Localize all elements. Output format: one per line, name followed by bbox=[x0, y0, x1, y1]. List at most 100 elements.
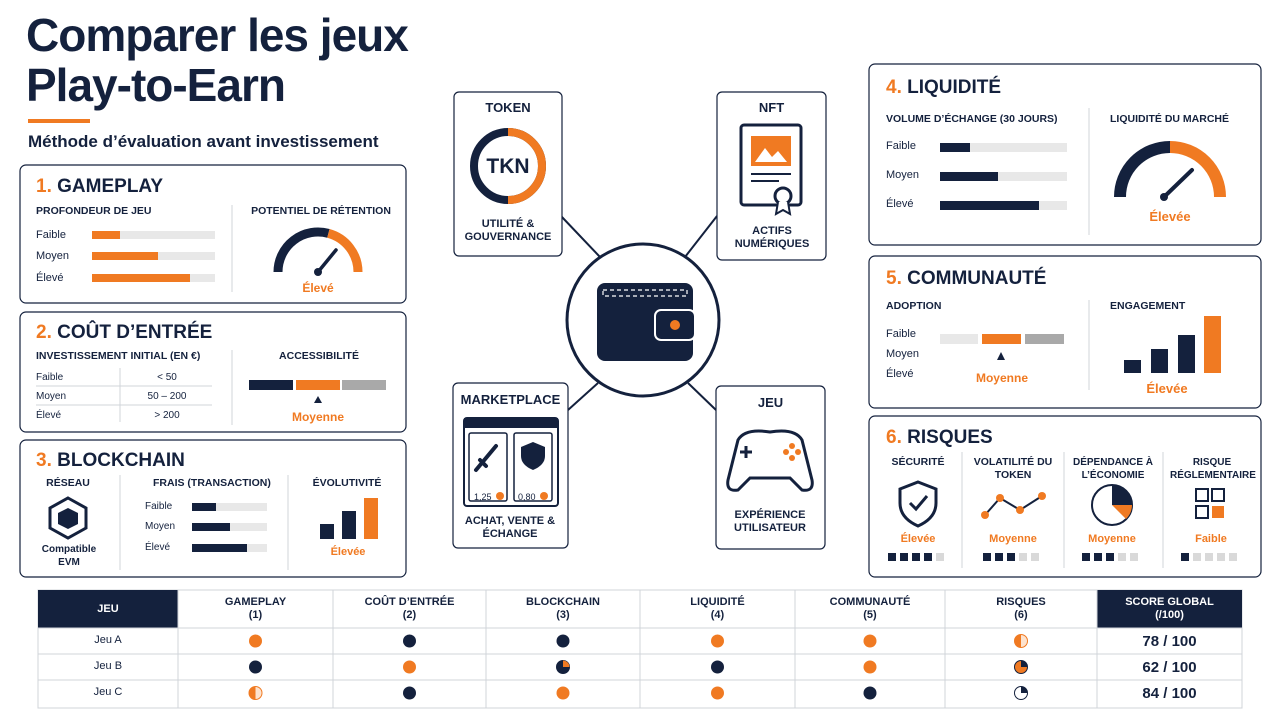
label: BLOCKCHAIN bbox=[57, 450, 185, 471]
circle bbox=[863, 634, 877, 648]
rating-square bbox=[1205, 553, 1213, 561]
t-div: 1. GAMEPLAY bbox=[36, 176, 163, 198]
nv-rect bbox=[940, 143, 970, 152]
rect bbox=[1195, 505, 1209, 519]
or-circle bbox=[789, 443, 795, 449]
global-score: 78 / 100 bbox=[1142, 633, 1197, 650]
rect bbox=[1195, 488, 1209, 502]
rating-dot bbox=[248, 686, 263, 700]
label: UTILITÉ & GOUVERNANCE bbox=[464, 218, 552, 243]
circle bbox=[863, 686, 877, 700]
path bbox=[1021, 660, 1028, 667]
label: 1,25 bbox=[474, 492, 492, 502]
column-header: COMMUNAUTÉ bbox=[829, 596, 911, 608]
column-header: RISQUES bbox=[996, 596, 1046, 608]
rating-square bbox=[1106, 553, 1114, 561]
rating-square bbox=[900, 553, 908, 561]
label: COMMUNAUTÉ bbox=[907, 268, 1047, 289]
path bbox=[507, 128, 546, 204]
nv-rect bbox=[342, 511, 356, 539]
rect bbox=[468, 432, 508, 502]
label: Moyen bbox=[886, 169, 920, 181]
g bbox=[888, 553, 1237, 561]
label: DÉPENDANCE À L’ÉCONOMIE bbox=[1072, 457, 1153, 481]
label: Élevée bbox=[1146, 381, 1188, 396]
label: 1. bbox=[36, 176, 52, 197]
circle bbox=[863, 660, 877, 674]
line bbox=[684, 215, 718, 258]
circle bbox=[403, 660, 416, 674]
nv-path bbox=[1112, 485, 1132, 505]
nv-rect bbox=[192, 503, 216, 511]
global-score: 62 / 100 bbox=[1142, 659, 1197, 676]
label: LIQUIDITÉ bbox=[907, 77, 1002, 98]
rect bbox=[1211, 488, 1225, 502]
label: Élevée bbox=[330, 546, 366, 558]
nv-rect bbox=[1124, 360, 1141, 373]
label: LIQUIDITÉ DU MARCHÉ bbox=[1110, 113, 1229, 125]
line bbox=[687, 382, 717, 411]
rect bbox=[602, 289, 688, 297]
or-rect bbox=[92, 231, 120, 239]
column-index: (4) bbox=[710, 609, 725, 621]
label: INVESTISSEMENT INITIAL (EN €) bbox=[36, 350, 201, 362]
label: < 50 bbox=[157, 372, 177, 383]
column-header: LIQUIDITÉ bbox=[690, 596, 745, 608]
or-circle bbox=[789, 455, 795, 461]
label: ÉVOLUTIVITÉ bbox=[312, 477, 382, 489]
nv-rect bbox=[38, 590, 178, 628]
t-div: 2. COÛT D’ENTRÉE bbox=[36, 322, 212, 344]
nv-rect bbox=[1097, 590, 1242, 628]
line bbox=[567, 382, 599, 411]
t-div: 4. LIQUIDITÉ bbox=[886, 77, 1001, 99]
nv-rect bbox=[192, 544, 247, 552]
label: ENGAGEMENT bbox=[1110, 300, 1186, 312]
column-header: JEU bbox=[97, 603, 119, 615]
label: Élevée bbox=[1149, 209, 1191, 224]
global-score: 84 / 100 bbox=[1142, 685, 1197, 702]
rating-square bbox=[983, 553, 991, 561]
rating-square bbox=[1181, 553, 1189, 561]
label: Élevé bbox=[302, 281, 334, 295]
path bbox=[273, 227, 330, 273]
label: VOLUME D’ÉCHANGE (30 JOURS) bbox=[886, 113, 1058, 125]
gr-rect bbox=[192, 503, 267, 511]
label: EXPÉRIENCE UTILISATEUR bbox=[734, 509, 806, 534]
or-circle bbox=[1038, 492, 1046, 500]
rating-dot bbox=[556, 660, 570, 674]
rating-square bbox=[1019, 553, 1027, 561]
rating-square bbox=[1229, 553, 1237, 561]
rating-square bbox=[1193, 553, 1201, 561]
label: GAMEPLAY bbox=[57, 176, 164, 197]
circle bbox=[556, 634, 570, 648]
or-circle bbox=[496, 492, 504, 500]
g bbox=[177, 590, 1098, 708]
or-path bbox=[1112, 505, 1132, 519]
rating-square bbox=[912, 553, 920, 561]
label: TKN bbox=[486, 155, 530, 178]
game-name: Jeu B bbox=[93, 660, 123, 672]
label: Moyenne bbox=[989, 533, 1037, 545]
label: 5. bbox=[886, 268, 902, 289]
polyline bbox=[984, 495, 1043, 516]
column-index: (2) bbox=[402, 609, 417, 621]
label: COÛT D’ENTRÉE bbox=[57, 322, 213, 343]
label: Faible bbox=[886, 140, 916, 152]
label: Faible bbox=[1195, 533, 1227, 545]
path bbox=[48, 496, 88, 540]
or-rect bbox=[296, 380, 340, 390]
label: Moyen bbox=[145, 521, 176, 532]
path bbox=[755, 148, 787, 162]
gr-rect bbox=[940, 143, 1067, 152]
label: SÉCURITÉ bbox=[891, 456, 945, 468]
label: 3. bbox=[36, 450, 52, 471]
label: TOKEN bbox=[485, 100, 531, 115]
label: 6. bbox=[886, 427, 902, 448]
rating-square bbox=[1031, 553, 1039, 561]
gr-rect bbox=[940, 334, 978, 344]
label: FRAIS (TRANSACTION) bbox=[153, 477, 271, 489]
path bbox=[740, 446, 752, 458]
column-index: (6) bbox=[1014, 609, 1028, 621]
label: Élevé bbox=[36, 410, 62, 421]
